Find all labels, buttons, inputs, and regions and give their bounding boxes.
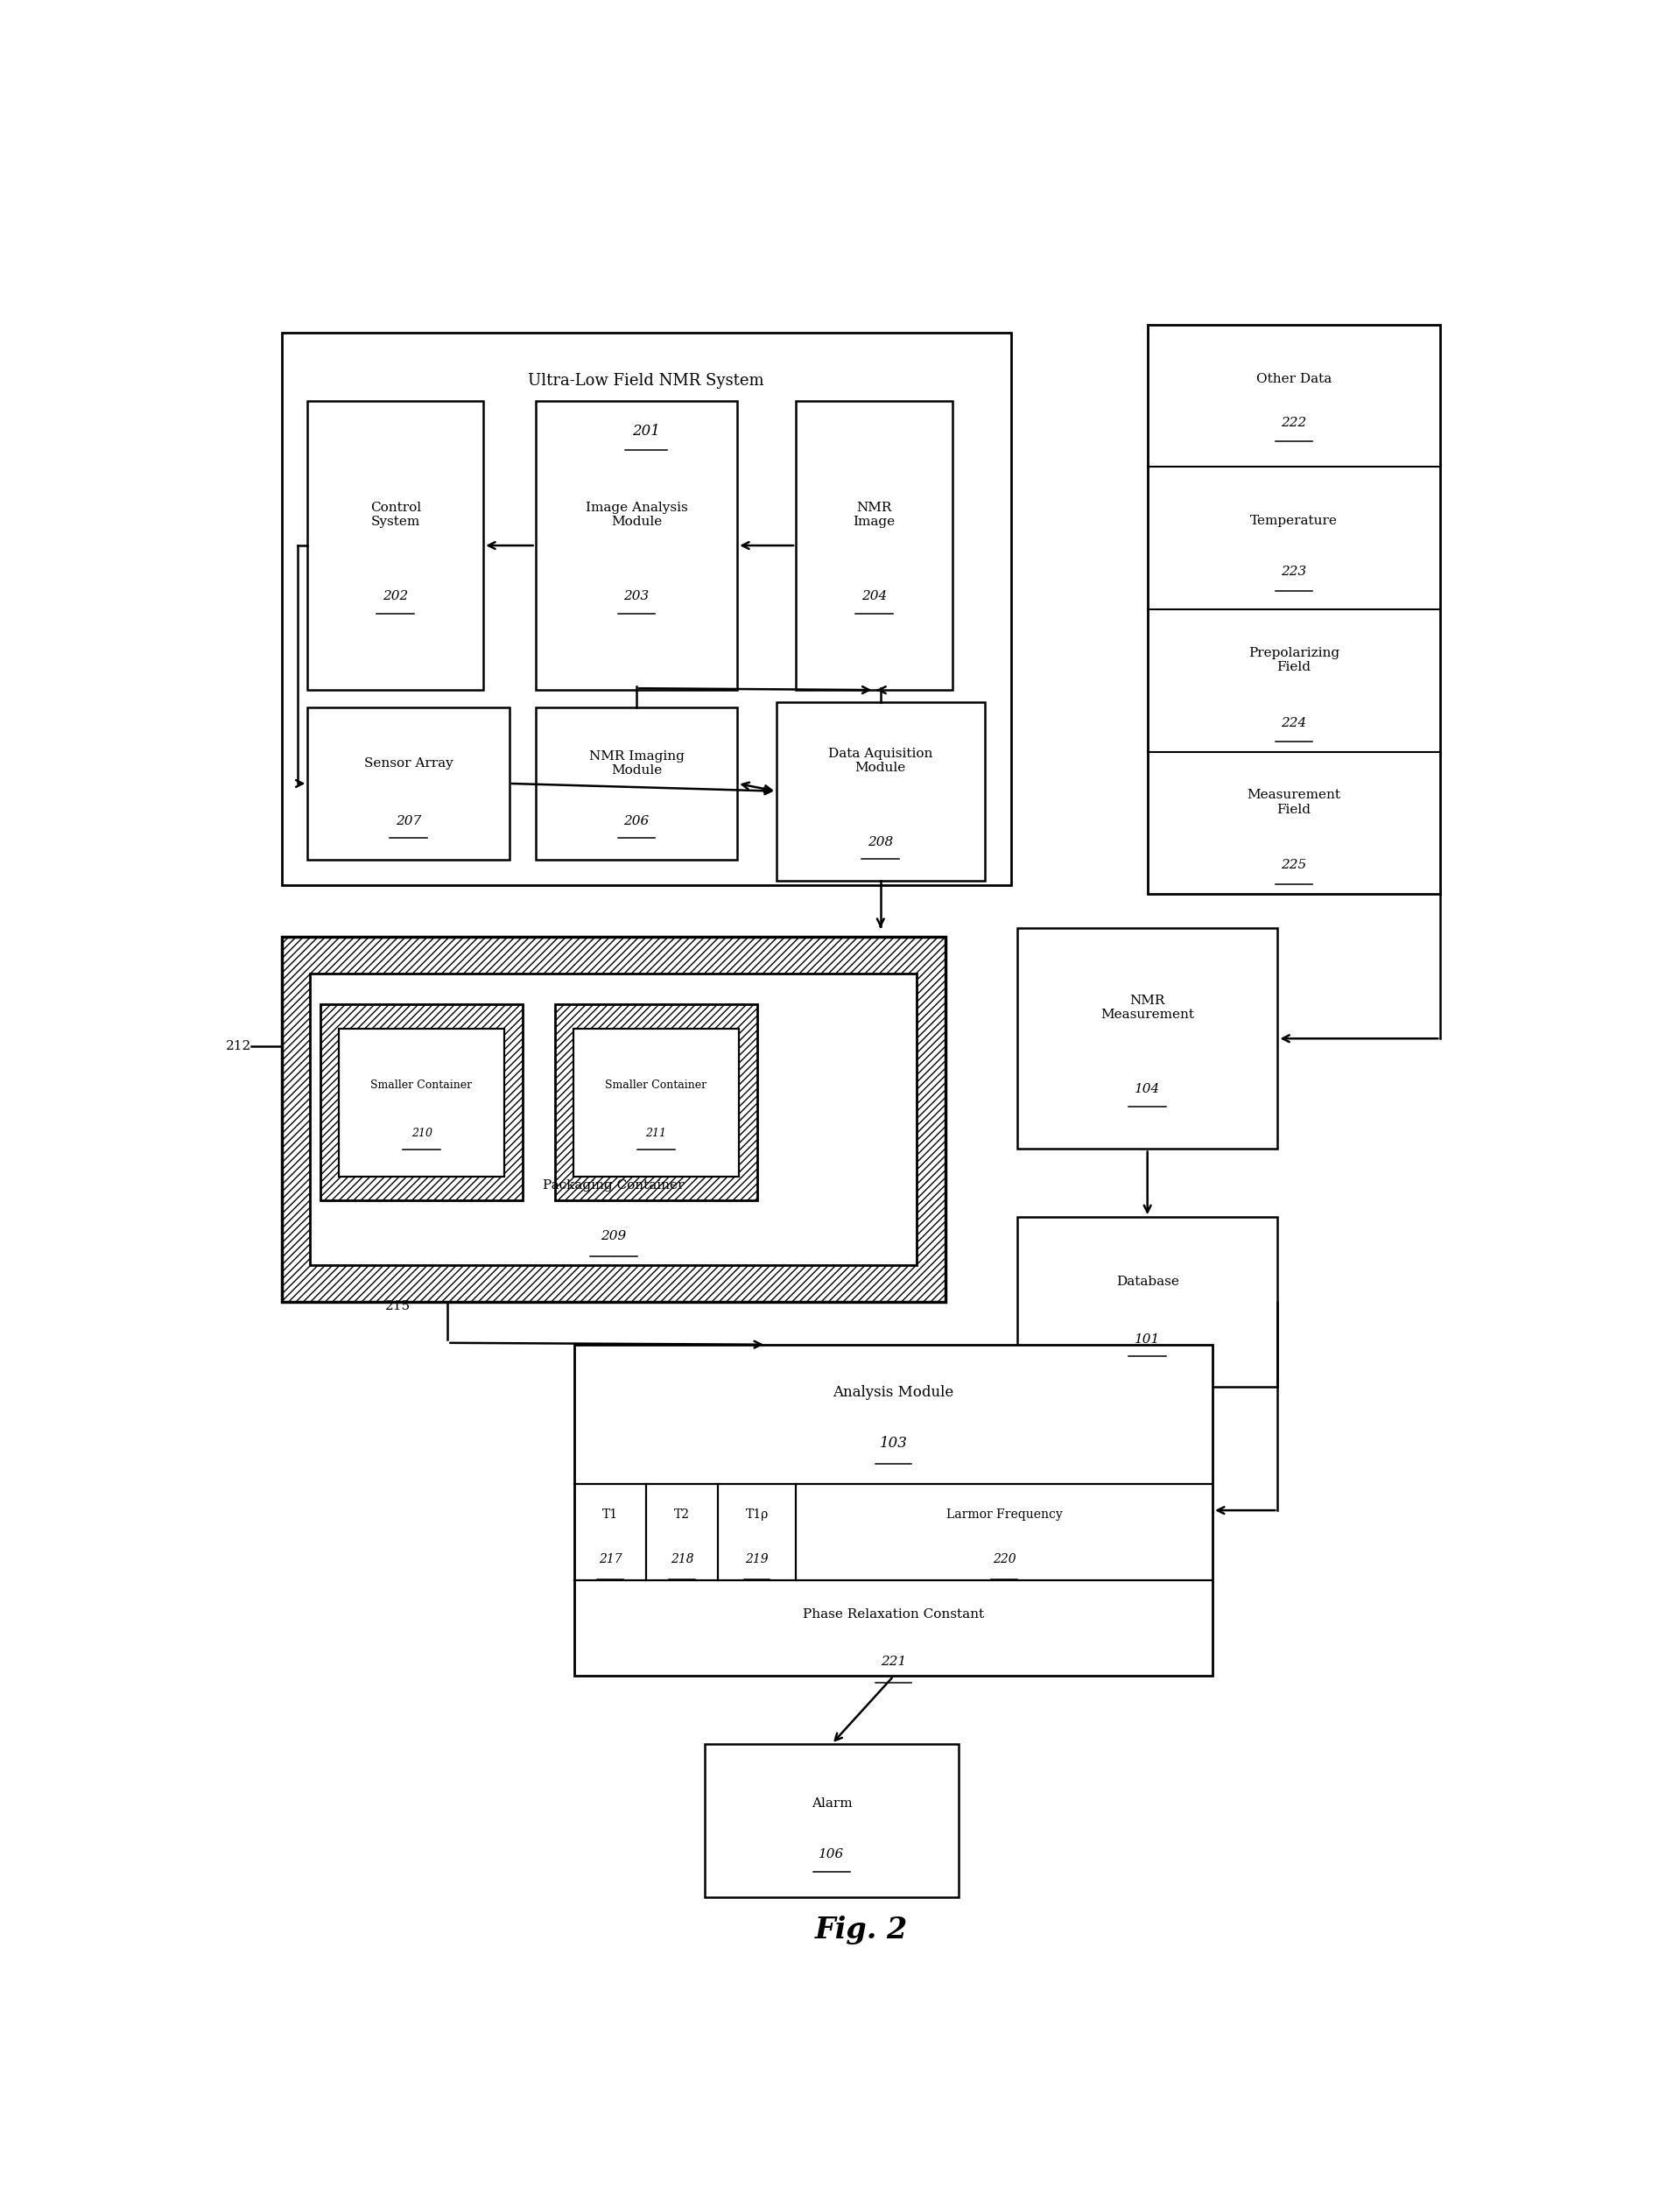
Text: Other Data: Other Data (1257, 373, 1332, 384)
Text: NMR Imaging
Module: NMR Imaging Module (588, 751, 684, 777)
Text: 201: 201 (632, 424, 660, 439)
Text: 206: 206 (623, 815, 648, 828)
Text: 220: 220 (993, 1552, 1016, 1565)
Bar (339, 1029, 504, 1177)
Text: Database: Database (1116, 1276, 1179, 1287)
Bar (307, 402, 484, 689)
Bar (536, 402, 738, 689)
Text: 223: 223 (1282, 565, 1307, 578)
Text: Analysis Module: Analysis Module (833, 1384, 954, 1400)
Text: Packaging Container: Packaging Container (543, 1179, 684, 1190)
Text: 207: 207 (396, 815, 422, 828)
Text: Ultra-Low Field NMR System: Ultra-Low Field NMR System (528, 373, 764, 389)
Bar (321, 1005, 522, 1199)
Text: 209: 209 (601, 1230, 627, 1243)
Text: Smaller Container: Smaller Container (371, 1080, 472, 1091)
Text: Sensor Array: Sensor Array (365, 757, 454, 768)
Text: 221: 221 (880, 1656, 906, 1669)
Text: T1: T1 (603, 1508, 618, 1521)
Text: Prepolarizing
Field: Prepolarizing Field (1248, 647, 1339, 673)
Text: Data Aquisition
Module: Data Aquisition Module (828, 746, 932, 773)
Text: Phase Relaxation Constant: Phase Relaxation Constant (803, 1607, 984, 1621)
Text: Fig. 2: Fig. 2 (815, 1917, 907, 1945)
Text: 203: 203 (623, 590, 648, 603)
Text: 103: 103 (880, 1435, 907, 1451)
Text: 217: 217 (598, 1552, 622, 1565)
Text: 218: 218 (670, 1552, 694, 1565)
Text: 225: 225 (1282, 859, 1307, 872)
Text: 202: 202 (383, 590, 408, 603)
Text: Control
System: Control System (370, 501, 422, 528)
Text: T2: T2 (674, 1508, 690, 1521)
Text: 219: 219 (746, 1552, 768, 1565)
Bar (1147, 325, 1440, 894)
Bar (573, 1029, 739, 1177)
Bar (1016, 927, 1278, 1148)
Bar (536, 707, 738, 859)
Text: 222: 222 (1282, 417, 1307, 428)
Bar (1016, 1217, 1278, 1387)
Text: Smaller Container: Smaller Container (605, 1080, 707, 1091)
Bar (307, 707, 509, 859)
Bar (282, 936, 946, 1303)
Bar (796, 402, 953, 689)
Bar (706, 1744, 959, 1897)
Bar (554, 1005, 756, 1199)
Bar (573, 1029, 739, 1177)
Text: Alarm: Alarm (811, 1797, 852, 1811)
Text: 224: 224 (1282, 718, 1307, 729)
Text: Measurement
Field: Measurement Field (1247, 788, 1341, 815)
Text: 211: 211 (645, 1128, 667, 1139)
Text: 204: 204 (862, 590, 887, 603)
Text: 208: 208 (869, 837, 894, 848)
Text: NMR
Image: NMR Image (853, 501, 895, 528)
Bar (339, 1029, 504, 1177)
Text: 215: 215 (385, 1301, 412, 1312)
Text: Temperature: Temperature (1250, 514, 1337, 528)
Bar (311, 974, 917, 1265)
Bar (282, 333, 1011, 885)
Text: 212: 212 (225, 1040, 252, 1053)
Text: Larmor Frequency: Larmor Frequency (946, 1508, 1062, 1521)
Text: 104: 104 (1134, 1084, 1161, 1095)
Text: 106: 106 (818, 1848, 845, 1861)
Text: 101: 101 (1134, 1334, 1161, 1345)
Bar (575, 1345, 1213, 1676)
Text: NMR
Measurement: NMR Measurement (1100, 996, 1194, 1020)
Text: T1ρ: T1ρ (746, 1508, 768, 1521)
Text: 210: 210 (412, 1128, 432, 1139)
Bar (776, 702, 984, 881)
Bar (311, 974, 917, 1265)
Text: Image Analysis
Module: Image Analysis Module (585, 501, 687, 528)
